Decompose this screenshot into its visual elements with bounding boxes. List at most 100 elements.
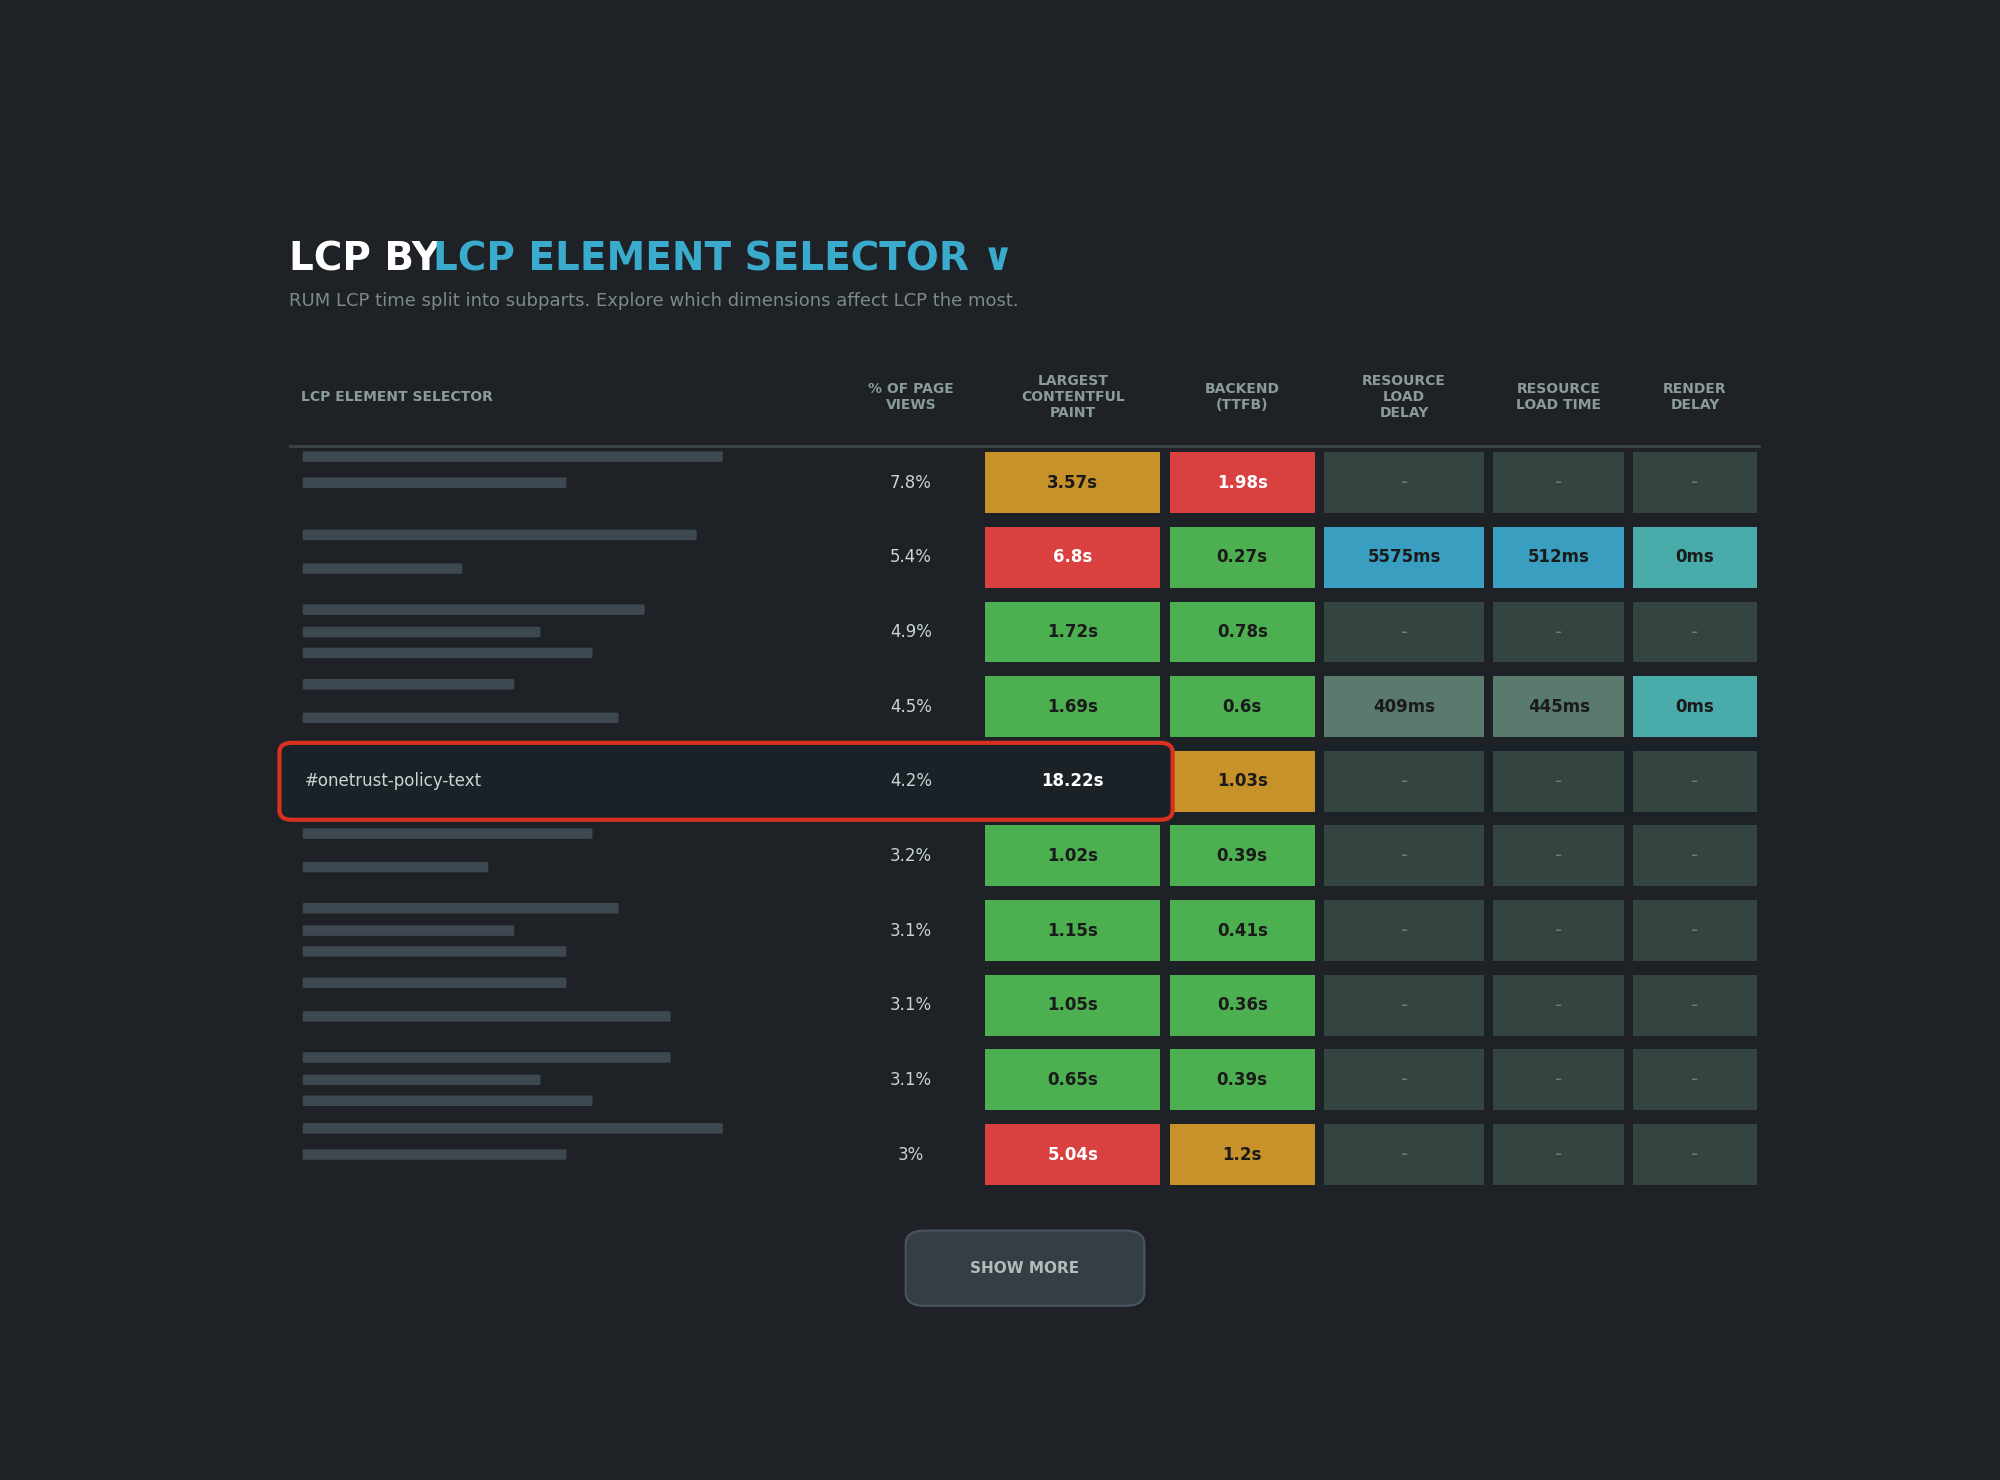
Bar: [1494, 527, 1624, 588]
Bar: [1324, 1123, 1484, 1185]
Bar: [1324, 453, 1484, 514]
Text: -: -: [1692, 1070, 1698, 1089]
Text: 6.8s: 6.8s: [1054, 549, 1092, 567]
FancyBboxPatch shape: [302, 829, 592, 839]
Text: 3.1%: 3.1%: [890, 996, 932, 1014]
FancyBboxPatch shape: [302, 478, 566, 488]
Text: -: -: [1556, 847, 1562, 866]
Bar: [1170, 527, 1314, 588]
FancyBboxPatch shape: [302, 925, 514, 935]
Text: 0ms: 0ms: [1676, 697, 1714, 716]
FancyBboxPatch shape: [302, 1123, 722, 1134]
Bar: [1170, 1123, 1314, 1185]
Bar: [1494, 900, 1624, 961]
Text: RUM LCP time split into subparts. Explore which dimensions affect LCP the most.: RUM LCP time split into subparts. Explor…: [288, 292, 1018, 309]
FancyBboxPatch shape: [302, 564, 462, 574]
Bar: [1634, 900, 1756, 961]
Text: -: -: [1400, 771, 1408, 790]
Text: -: -: [1400, 623, 1408, 641]
Text: 5575ms: 5575ms: [1368, 549, 1440, 567]
FancyBboxPatch shape: [302, 1095, 592, 1106]
Bar: [1324, 750, 1484, 813]
FancyBboxPatch shape: [302, 530, 696, 540]
Text: -: -: [1692, 623, 1698, 641]
Text: -: -: [1692, 771, 1698, 790]
Bar: [1324, 527, 1484, 588]
Text: 4.2%: 4.2%: [890, 773, 932, 790]
FancyBboxPatch shape: [302, 648, 592, 659]
FancyBboxPatch shape: [302, 1052, 670, 1063]
FancyBboxPatch shape: [302, 978, 566, 989]
Text: 1.98s: 1.98s: [1216, 474, 1268, 491]
Bar: [1494, 826, 1624, 887]
Bar: [1170, 453, 1314, 514]
Text: -: -: [1556, 474, 1562, 493]
Text: -: -: [1400, 474, 1408, 493]
Text: SHOW MORE: SHOW MORE: [970, 1261, 1080, 1276]
FancyBboxPatch shape: [302, 946, 566, 956]
Text: 3.2%: 3.2%: [890, 847, 932, 864]
FancyBboxPatch shape: [302, 679, 514, 690]
Text: 3.1%: 3.1%: [890, 922, 932, 940]
Bar: [1634, 1123, 1756, 1185]
Text: LARGEST
CONTENTFUL
PAINT: LARGEST CONTENTFUL PAINT: [1020, 374, 1124, 420]
Text: -: -: [1400, 1070, 1408, 1089]
Text: 0ms: 0ms: [1676, 549, 1714, 567]
Bar: [1634, 527, 1756, 588]
Text: 409ms: 409ms: [1374, 697, 1436, 716]
Bar: [1170, 900, 1314, 961]
Text: -: -: [1692, 996, 1698, 1015]
Bar: [1494, 453, 1624, 514]
Bar: [1324, 900, 1484, 961]
Text: -: -: [1556, 1070, 1562, 1089]
Bar: [1494, 676, 1624, 737]
Text: BACKEND
(TTFB): BACKEND (TTFB): [1204, 382, 1280, 411]
Text: 3%: 3%: [898, 1146, 924, 1163]
Bar: [986, 900, 1160, 961]
Text: -: -: [1400, 847, 1408, 866]
FancyBboxPatch shape: [302, 604, 644, 614]
Text: 1.72s: 1.72s: [1048, 623, 1098, 641]
Bar: [1634, 1049, 1756, 1110]
Text: 512ms: 512ms: [1528, 549, 1590, 567]
FancyBboxPatch shape: [280, 743, 1172, 820]
Bar: [1170, 1049, 1314, 1110]
Bar: [986, 601, 1160, 663]
Text: LCP BY: LCP BY: [288, 240, 454, 278]
FancyBboxPatch shape: [302, 712, 618, 724]
Text: 0.41s: 0.41s: [1216, 922, 1268, 940]
Bar: [1170, 826, 1314, 887]
Text: LCP ELEMENT SELECTOR ∨: LCP ELEMENT SELECTOR ∨: [432, 240, 1040, 278]
Bar: [1324, 1049, 1484, 1110]
Text: LCP ELEMENT SELECTOR: LCP ELEMENT SELECTOR: [302, 389, 494, 404]
Text: 7.8%: 7.8%: [890, 474, 932, 491]
Text: 1.03s: 1.03s: [1216, 773, 1268, 790]
Bar: [986, 1049, 1160, 1110]
Text: #onetrust-policy-text: #onetrust-policy-text: [304, 773, 482, 790]
Text: 1.2s: 1.2s: [1222, 1146, 1262, 1163]
Text: 4.5%: 4.5%: [890, 697, 932, 716]
Text: 4.9%: 4.9%: [890, 623, 932, 641]
Bar: [1634, 601, 1756, 663]
FancyBboxPatch shape: [302, 861, 488, 872]
Text: -: -: [1556, 1146, 1562, 1165]
Bar: [1170, 750, 1314, 813]
Bar: [1494, 1123, 1624, 1185]
Text: % OF PAGE
VIEWS: % OF PAGE VIEWS: [868, 382, 954, 411]
Bar: [1494, 975, 1624, 1036]
Bar: [1324, 601, 1484, 663]
Text: 18.22s: 18.22s: [1042, 773, 1104, 790]
FancyBboxPatch shape: [302, 626, 540, 638]
Bar: [1324, 975, 1484, 1036]
Text: -: -: [1692, 847, 1698, 866]
Text: 0.39s: 0.39s: [1216, 1072, 1268, 1089]
Bar: [986, 527, 1160, 588]
Text: 0.6s: 0.6s: [1222, 697, 1262, 716]
Bar: [986, 826, 1160, 887]
Text: RESOURCE
LOAD TIME: RESOURCE LOAD TIME: [1516, 382, 1602, 411]
Text: -: -: [1692, 474, 1698, 493]
Bar: [986, 750, 1160, 813]
Bar: [1170, 676, 1314, 737]
Bar: [986, 1123, 1160, 1185]
FancyBboxPatch shape: [302, 1074, 540, 1085]
